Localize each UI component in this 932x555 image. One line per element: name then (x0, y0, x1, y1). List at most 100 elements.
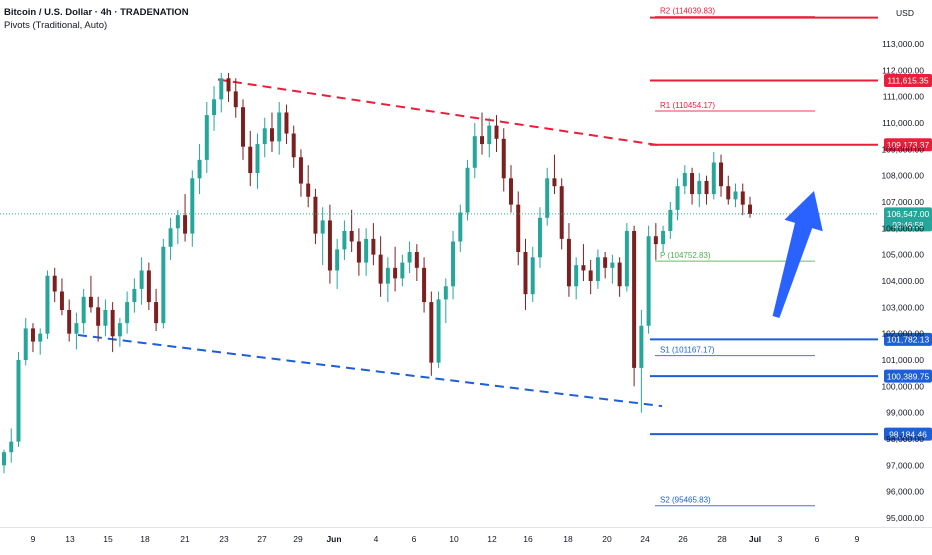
y-tick-label: 96,000.00 (886, 487, 924, 497)
candle-body (422, 267, 427, 303)
countdown-label: 03:46:58 (892, 221, 924, 230)
candle-body (74, 323, 79, 334)
candle-body (436, 299, 441, 363)
y-tick-label: 109,000.00 (881, 144, 924, 154)
candle-body (168, 228, 173, 247)
y-tick-label: 101,000.00 (881, 355, 924, 365)
y-tick-label: 112,000.00 (882, 65, 924, 75)
symbol-title[interactable]: Bitcoin / U.S. Dollar · 4h · TRADENATION (4, 7, 189, 18)
x-tick-label: 4 (374, 534, 379, 544)
x-tick-label: Jul (749, 534, 761, 544)
x-tick-label: 18 (140, 534, 150, 544)
x-tick-label: 29 (293, 534, 303, 544)
candle-body (38, 333, 43, 342)
candle-body (204, 115, 209, 160)
candle-body (212, 99, 217, 116)
candle-body (711, 162, 716, 195)
candle-body (646, 236, 651, 326)
pivot-label: S2 (95465.83) (660, 496, 711, 505)
candle-body (23, 328, 28, 360)
candle-body (364, 238, 369, 263)
candle-body (581, 265, 586, 271)
candle-body (161, 246, 166, 324)
candle-body (255, 144, 260, 174)
candle-body (523, 252, 528, 295)
candle-body (342, 230, 347, 250)
level-label-bg (884, 369, 932, 383)
level-label: 111,615.35 (887, 76, 929, 86)
y-tick-label: 110,000.00 (882, 118, 924, 128)
x-tick-label: 16 (523, 534, 533, 544)
x-tick-label: 15 (103, 534, 113, 544)
candle-body (559, 186, 564, 239)
candle-body (262, 128, 267, 145)
x-tick-label: 21 (180, 534, 190, 544)
level-label-bg (884, 138, 932, 152)
candle-body (733, 191, 738, 200)
level-label: 101,782.13 (887, 335, 930, 345)
candle-body (574, 265, 579, 287)
candle-body (248, 146, 253, 174)
x-tick-label: 6 (815, 534, 820, 544)
candle-body (45, 275, 50, 334)
pivot-label: S1 (101167.17) (660, 346, 715, 355)
y-tick-label: 111,000.00 (883, 92, 925, 102)
x-tick-label: 23 (219, 534, 229, 544)
candle-body (661, 230, 666, 245)
candle-body (154, 302, 159, 324)
candle-body (16, 360, 21, 442)
candle-body (313, 196, 318, 234)
candle-body (617, 262, 622, 287)
y-tick-label: 99,000.00 (886, 408, 924, 418)
x-tick-label: 24 (640, 534, 650, 544)
candle-body (668, 209, 673, 231)
candle-body (465, 167, 470, 213)
candle-body (298, 157, 303, 184)
candle-body (349, 230, 354, 242)
candle-body (443, 286, 448, 300)
x-tick-label: 27 (257, 534, 267, 544)
candle-body (530, 257, 535, 295)
candle-body (429, 302, 434, 363)
candle-body (603, 257, 608, 268)
price-axis-bg (876, 0, 932, 550)
candle-body (139, 270, 144, 289)
x-tick-label: 9 (855, 534, 860, 544)
candle-body (407, 252, 412, 263)
y-tick-label: 98,000.00 (886, 434, 924, 444)
x-tick-label: 18 (563, 534, 573, 544)
candle-body (110, 309, 115, 337)
candle-body (516, 204, 521, 253)
candle-body (480, 136, 485, 145)
x-tick-label: 3 (778, 534, 783, 544)
candle-body (320, 220, 325, 234)
candle-body (566, 238, 571, 287)
candle-body (726, 186, 731, 200)
y-tick-label: 102,000.00 (881, 329, 924, 339)
candle-body (241, 107, 246, 147)
x-tick-label: 28 (717, 534, 727, 544)
y-tick-label: 107,000.00 (881, 197, 924, 207)
candle-body (371, 238, 376, 255)
level-label-bg (884, 427, 932, 441)
level-label: 109,173.37 (887, 140, 930, 150)
candle-body (327, 220, 332, 271)
candle-body (226, 78, 231, 92)
candle-body (219, 78, 224, 100)
candle-body (284, 112, 289, 134)
candle-body (385, 267, 390, 284)
candle-body (335, 249, 340, 271)
level-label-bg (884, 73, 932, 87)
current-price-badge (884, 207, 932, 232)
candle-body (59, 291, 64, 310)
level-label: 98,184.46 (889, 429, 927, 439)
x-tick-label: 26 (678, 534, 688, 544)
y-tick-label: 97,000.00 (886, 460, 924, 470)
candle-body (132, 288, 137, 303)
y-tick-label: 113,000.00 (882, 39, 924, 49)
indicator-title[interactable]: Pivots (Traditional, Auto) (4, 20, 108, 31)
currency-label[interactable]: USD (896, 8, 914, 18)
candle-body (269, 128, 274, 142)
